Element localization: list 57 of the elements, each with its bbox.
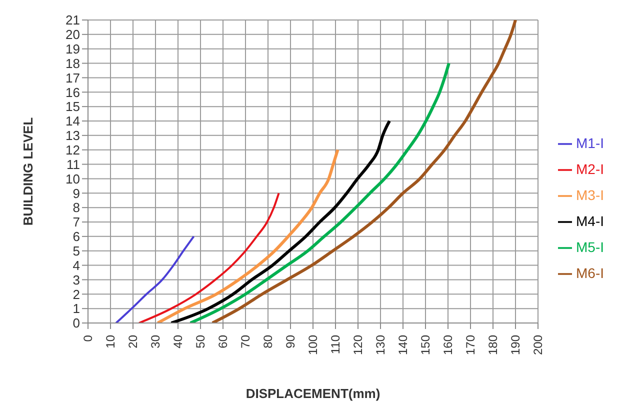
- x-tick-label: 120: [351, 334, 365, 356]
- x-tick-label: 130: [374, 334, 388, 356]
- x-tick-label: 140: [396, 334, 410, 356]
- y-tick-label: 10: [66, 171, 80, 186]
- y-tick-label: 21: [66, 12, 80, 28]
- x-tick-label: 50: [194, 334, 208, 348]
- x-tick-label: 160: [441, 334, 455, 356]
- y-tick-label: 18: [66, 56, 80, 71]
- x-tick-label: 60: [216, 334, 230, 348]
- x-axis-title: DISPLACEMENT(mm): [246, 386, 380, 401]
- y-tick-label: 16: [66, 84, 80, 100]
- y-tick-label: 14: [66, 114, 80, 129]
- line-series: [156, 148, 340, 323]
- legend-label: M2-I: [576, 161, 604, 177]
- x-tick-label: 0: [81, 334, 95, 342]
- x-tick-label: 200: [531, 334, 545, 356]
- x-tick-label: 30: [148, 334, 162, 348]
- x-tick-label: 170: [464, 334, 478, 356]
- y-tick-label: 3: [72, 272, 80, 288]
- x-tick-label: 90: [284, 334, 298, 348]
- x-tick-label: 80: [261, 334, 275, 348]
- y-tick-label: 19: [66, 41, 80, 56]
- y-tick-label: 6: [72, 229, 80, 244]
- y-tick-label: 17: [66, 70, 80, 86]
- x-tick-label: 100: [306, 334, 320, 356]
- x-tick-label: 20: [126, 334, 140, 348]
- y-tick-label: 5: [72, 243, 80, 258]
- y-tick-label: 9: [72, 186, 80, 201]
- legend-label: M5-I: [576, 239, 604, 255]
- x-tick-label: 40: [171, 334, 185, 348]
- x-tick-label: 180: [486, 334, 500, 356]
- x-tick-label: 70: [238, 334, 252, 348]
- y-tick-label: 13: [66, 128, 80, 144]
- y-tick-label: 11: [66, 156, 80, 172]
- y-tick-label: 0: [72, 316, 80, 331]
- y-tick-label: 15: [66, 99, 80, 114]
- line-series: [115, 235, 195, 323]
- line-series: [170, 120, 391, 323]
- legend-label: M1-I: [576, 135, 604, 151]
- legend-label: M4-I: [576, 213, 604, 229]
- y-tick-label: 4: [72, 258, 80, 273]
- line-series: [138, 192, 280, 323]
- line-series: [210, 20, 517, 323]
- y-tick-label: 1: [72, 301, 80, 316]
- legend-label: M6-I: [576, 265, 604, 281]
- y-axis-title: BUILDING LEVEL: [20, 117, 36, 226]
- x-tick-label: 10: [104, 334, 118, 348]
- y-tick-label: 2: [72, 286, 80, 302]
- x-tick-label: 110: [328, 334, 342, 354]
- x-tick-label: 190: [508, 334, 522, 356]
- y-tick-label: 7: [72, 214, 80, 230]
- line-series: [188, 62, 450, 323]
- y-tick-label: 8: [72, 200, 80, 216]
- legend-label: M3-I: [576, 187, 604, 203]
- y-tick-label: 12: [66, 142, 80, 158]
- x-tick-label: 150: [418, 334, 432, 356]
- y-tick-label: 20: [66, 27, 80, 42]
